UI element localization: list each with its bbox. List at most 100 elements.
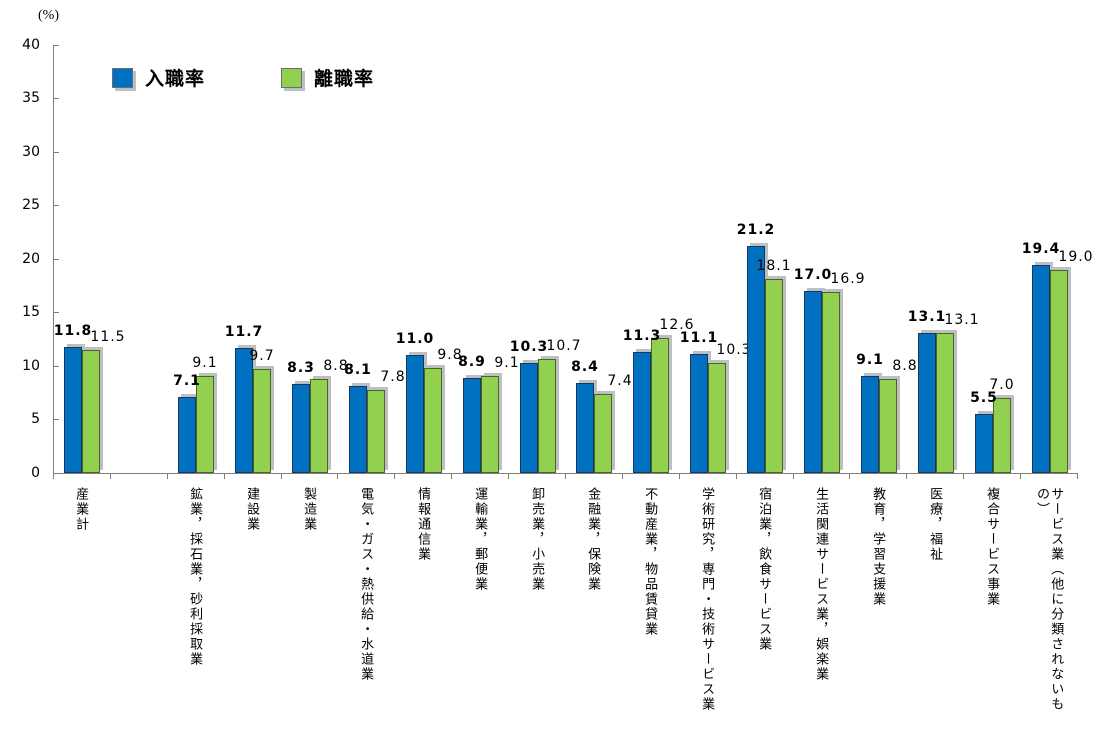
x-axis-tick: [1077, 474, 1078, 479]
legend-color-swatch: [112, 67, 133, 88]
bar-rishoku: [765, 279, 783, 473]
y-axis-tick: [54, 259, 59, 260]
x-axis-tick: [1020, 474, 1021, 479]
x-axis-tick: [451, 474, 452, 479]
value-label-rishoku: 10.7: [546, 338, 582, 354]
y-axis-tick: [54, 419, 59, 420]
bar-nyushoku: [349, 386, 367, 473]
y-axis-tick: [54, 366, 59, 367]
category-label: 複合サービス事業: [985, 487, 1001, 607]
category-label: サービス業（他に分類されないもの）: [1035, 487, 1065, 712]
value-label-nyushoku: 17.0: [793, 267, 833, 283]
bar-nyushoku: [690, 354, 708, 473]
y-axis-tick-label: 5: [31, 411, 40, 427]
x-axis-tick: [679, 474, 680, 479]
value-label-rishoku: 7.8: [380, 369, 406, 385]
x-axis-tick: [622, 474, 623, 479]
bar-nyushoku: [1032, 265, 1050, 473]
value-label-nyushoku: 7.1: [173, 373, 201, 389]
category-label: 教育，学習支援業: [871, 487, 887, 607]
x-axis-tick: [53, 474, 54, 479]
value-label-rishoku: 19.0: [1058, 249, 1094, 265]
category-label: 電気・ガス・熱供給・水道業: [359, 487, 375, 682]
y-axis-tick: [54, 473, 59, 474]
value-label-nyushoku: 5.5: [970, 390, 998, 406]
value-label-rishoku: 8.8: [892, 358, 918, 374]
value-label-rishoku: 9.7: [249, 348, 275, 364]
bar-rishoku: [481, 376, 499, 473]
y-axis-tick: [54, 205, 59, 206]
value-label-nyushoku: 11.0: [395, 331, 435, 347]
bar-rishoku: [651, 338, 669, 473]
bar-rishoku: [82, 350, 100, 473]
bar-rishoku: [993, 398, 1011, 473]
x-axis-tick: [394, 474, 395, 479]
y-axis-tick-label: 0: [31, 465, 40, 481]
value-label-rishoku: 11.5: [90, 329, 126, 345]
x-axis-tick: [167, 474, 168, 479]
category-label: 学術研究，専門・技術サービス業: [700, 487, 716, 712]
x-axis-tick: [963, 474, 964, 479]
bar-nyushoku: [292, 384, 310, 473]
value-label-nyushoku: 19.4: [1021, 241, 1061, 257]
category-label: 産業計: [74, 487, 90, 532]
y-axis-tick-label: 20: [22, 251, 40, 267]
y-axis-tick-label: 30: [22, 144, 40, 160]
bar-nyushoku: [975, 414, 993, 473]
bar-nyushoku: [463, 378, 481, 473]
bar-rishoku: [936, 333, 954, 473]
bar-nyushoku: [520, 363, 538, 473]
y-axis-tick: [54, 312, 59, 313]
y-axis-tick: [54, 152, 59, 153]
value-label-rishoku: 8.8: [323, 358, 349, 374]
x-axis-tick: [736, 474, 737, 479]
value-label-nyushoku: 13.1: [907, 309, 947, 325]
value-label-rishoku: 10.3: [716, 342, 752, 358]
bar-rishoku: [253, 369, 271, 473]
legend-label: 入職率: [145, 68, 206, 90]
value-label-nyushoku: 21.2: [736, 222, 776, 238]
x-axis-tick: [849, 474, 850, 479]
value-label-nyushoku: 8.1: [344, 362, 372, 378]
x-axis-tick: [224, 474, 225, 479]
x-axis-tick: [906, 474, 907, 479]
value-label-rishoku: 7.4: [607, 373, 633, 389]
x-axis-tick: [793, 474, 794, 479]
bar-nyushoku: [633, 352, 651, 473]
category-label: 不動産業，物品賃貸業: [643, 487, 659, 637]
y-axis-tick-label: 15: [22, 304, 40, 320]
bar-rishoku: [879, 379, 897, 473]
bar-rishoku: [196, 376, 214, 473]
value-label-nyushoku: 11.7: [224, 324, 264, 340]
category-label: 鉱業，採石業，砂利採取業: [188, 487, 204, 667]
value-label-nyushoku: 8.3: [287, 360, 315, 376]
value-label-rishoku: 7.0: [989, 377, 1015, 393]
value-label-nyushoku: 9.1: [856, 352, 884, 368]
value-label-nyushoku: 8.4: [571, 359, 599, 375]
category-label: 卸売業，小売業: [530, 487, 546, 592]
bar-nyushoku: [861, 376, 879, 473]
plot-area: 11.8 11.5 7.1 9.1 11.7 9.7 8.3 8.8 8.1 7.8 11.0 9.8…: [53, 45, 1093, 474]
category-label: 宿泊業，飲食サービス業: [757, 487, 773, 652]
bar-nyushoku: [406, 355, 424, 473]
y-axis-tick: [54, 45, 59, 46]
bar-rishoku: [367, 390, 385, 473]
y-axis-tick-label: 40: [22, 37, 40, 53]
category-label: 金融業，保険業: [586, 487, 602, 592]
value-label-rishoku: 13.1: [944, 312, 980, 328]
bar-nyushoku: [918, 333, 936, 473]
bar-rishoku: [708, 363, 726, 473]
legend-item-rishokuritsu: 離職率: [281, 64, 374, 91]
value-label-rishoku: 9.1: [192, 355, 218, 371]
category-label: 運輸業，郵便業: [473, 487, 489, 592]
legend: 入職率 離職率: [112, 64, 374, 91]
bar-nyushoku: [64, 347, 82, 473]
category-label: 生活関連サービス業，娯楽業: [814, 487, 830, 682]
value-label-rishoku: 18.1: [756, 258, 792, 274]
bar-nyushoku: [178, 397, 196, 473]
x-axis-tick: [337, 474, 338, 479]
bar-nyushoku: [235, 348, 253, 473]
bar-rishoku: [594, 394, 612, 473]
y-axis-tick-label: 10: [22, 358, 40, 374]
legend-color-swatch: [281, 67, 303, 88]
